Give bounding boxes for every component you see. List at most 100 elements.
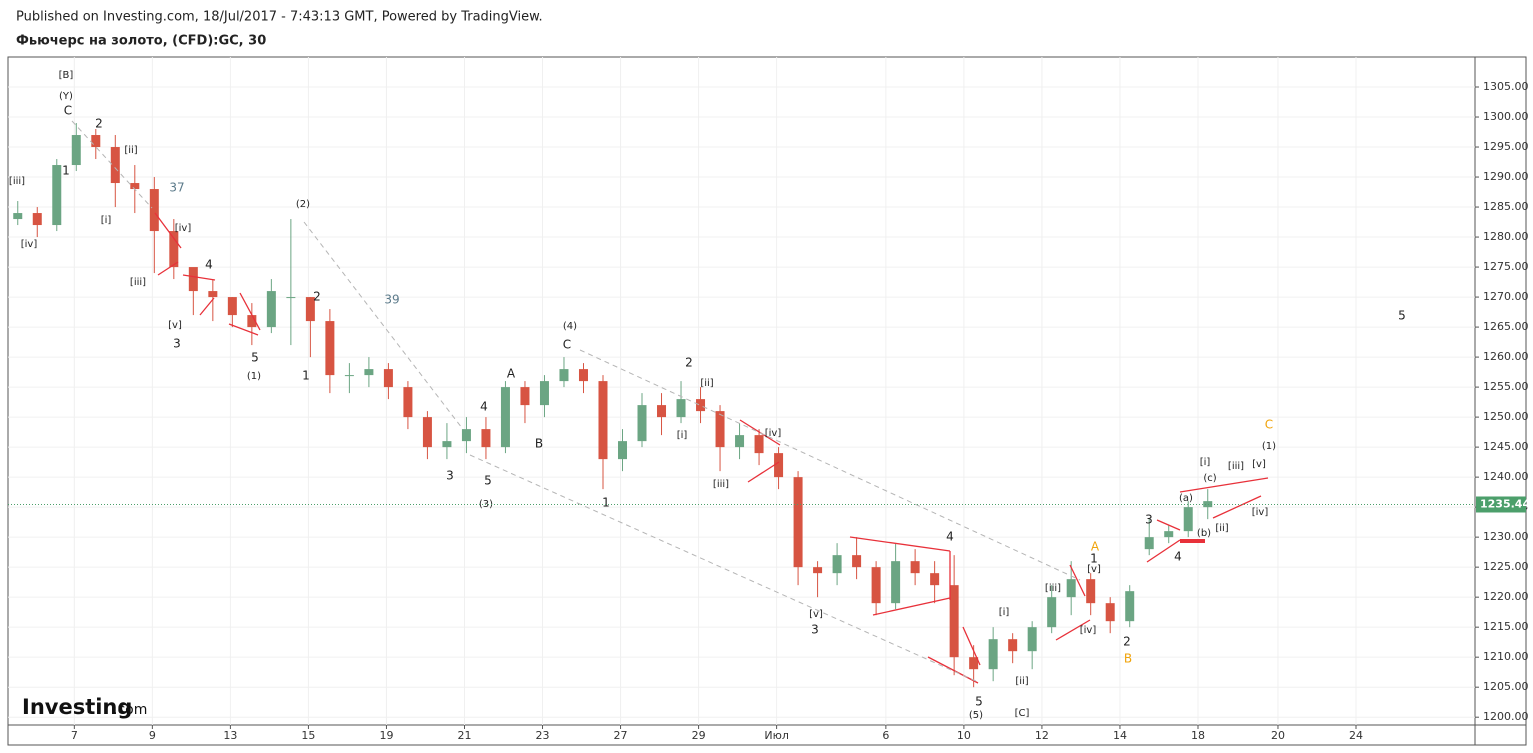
wave-label: [iii] <box>130 277 146 288</box>
wave-label: 1 <box>62 164 70 178</box>
x-tick-label: 14 <box>1113 729 1127 742</box>
x-tick-label: Июл <box>764 729 789 742</box>
x-tick-label: 29 <box>692 729 706 742</box>
published: Published on Investing.com, 18/Jul/2017 … <box>16 10 543 25</box>
y-tick-label: 1210.00 <box>1483 650 1529 663</box>
wave-label: [ii] <box>1215 523 1228 534</box>
candle-body <box>247 315 257 328</box>
candle-body <box>891 561 901 604</box>
trend-lines <box>154 212 1269 684</box>
candle-body <box>1144 537 1154 550</box>
wave-label: [i] <box>999 607 1010 618</box>
wave-label: 4 <box>946 530 954 544</box>
wave-label: (a) <box>1179 493 1193 504</box>
candle-body <box>1125 591 1135 622</box>
candle-body <box>539 381 549 406</box>
x-tick-label: 23 <box>536 729 550 742</box>
candle-body <box>832 555 842 574</box>
wave-label: 3 <box>811 623 819 637</box>
wave-label: 37 <box>169 181 184 195</box>
wave-label: [iii] <box>713 479 729 490</box>
candle-body <box>1027 627 1037 652</box>
wave-label: 1 <box>1090 552 1098 566</box>
candle-body <box>1086 579 1096 604</box>
wave-label: C <box>64 104 72 118</box>
symbol: Фьючерс на золото, (CFD):GC, 30 <box>16 34 266 49</box>
wave-label: 4 <box>480 400 488 414</box>
candle-body <box>988 639 998 670</box>
wave-label: 3 <box>1145 513 1153 527</box>
candle-body <box>930 573 940 586</box>
candle-body <box>13 213 23 220</box>
wave-label: C <box>1265 418 1273 432</box>
candle-body <box>364 369 374 376</box>
candle-body <box>403 387 413 418</box>
wave-label: 1 <box>302 369 310 383</box>
wave-label: (b) <box>1197 528 1211 539</box>
y-tick-label: 1290.00 <box>1483 170 1529 183</box>
x-tick-label: 10 <box>957 729 971 742</box>
x-tick-label: 19 <box>379 729 393 742</box>
candle-body <box>910 561 920 574</box>
candle-body <box>774 453 784 478</box>
wave-label: 3 <box>173 337 181 351</box>
y-tick-label: 1225.00 <box>1483 560 1529 573</box>
x-tick-label: 15 <box>301 729 315 742</box>
wave-label: 4 <box>1174 550 1182 564</box>
candle-body <box>461 429 471 442</box>
candle-body <box>1164 531 1174 538</box>
candle-body <box>696 399 706 412</box>
candle-body <box>344 375 354 377</box>
y-tick-label: 1280.00 <box>1483 230 1529 243</box>
x-tick-label: 27 <box>614 729 628 742</box>
x-tick-label: 24 <box>1349 729 1363 742</box>
candle-body <box>286 297 296 299</box>
wave-label: [iv] <box>21 239 38 250</box>
y-tick-label: 1265.00 <box>1483 320 1529 333</box>
candle-body <box>676 399 686 418</box>
y-tick-label: 1220.00 <box>1483 590 1529 603</box>
candle-body <box>520 387 530 406</box>
candle-body <box>1183 507 1193 532</box>
candle-body <box>813 567 823 574</box>
x-tick-label: 18 <box>1191 729 1205 742</box>
wave-label: 1 <box>602 496 610 510</box>
y-tick-label: 1300.00 <box>1483 110 1529 123</box>
wave-label: [ii] <box>700 378 713 389</box>
wave-label: [B] <box>59 70 74 81</box>
wave-label: [i] <box>677 430 688 441</box>
wave-label: 2 <box>95 117 103 131</box>
wave-label: [iv] <box>175 223 192 234</box>
candle-body <box>754 435 764 454</box>
candle-body <box>735 435 745 448</box>
wave-label: [iii] <box>1228 461 1244 472</box>
wave-label: [iii] <box>9 176 25 187</box>
y-tick-label: 1275.00 <box>1483 260 1529 273</box>
candle-body <box>52 165 62 226</box>
wave-label: 5 <box>1398 309 1406 323</box>
candle-body <box>618 441 628 460</box>
y-tick-label: 1205.00 <box>1483 680 1529 693</box>
channel-lines <box>71 120 1081 683</box>
candle-body <box>598 381 608 460</box>
candle-body <box>91 135 101 148</box>
wave-label: (1) <box>1262 441 1276 452</box>
wave-label: 4 <box>205 258 213 272</box>
wave-label: (5) <box>969 710 983 721</box>
wave-label: (4) <box>563 321 577 332</box>
candle-body <box>1203 501 1213 508</box>
last-price-box <box>1476 496 1526 513</box>
candle-body <box>500 387 510 448</box>
logo: Investing <box>22 695 132 719</box>
candle-body <box>1066 579 1076 598</box>
wave-label: 39 <box>384 293 399 307</box>
y-tick-label: 1255.00 <box>1483 380 1529 393</box>
candle-body <box>422 417 432 448</box>
wave-label: [v] <box>809 609 823 620</box>
x-tick-label: 21 <box>457 729 471 742</box>
candle-body <box>169 231 179 268</box>
wave-label: 2 <box>685 356 693 370</box>
x-tick-label: 13 <box>223 729 237 742</box>
